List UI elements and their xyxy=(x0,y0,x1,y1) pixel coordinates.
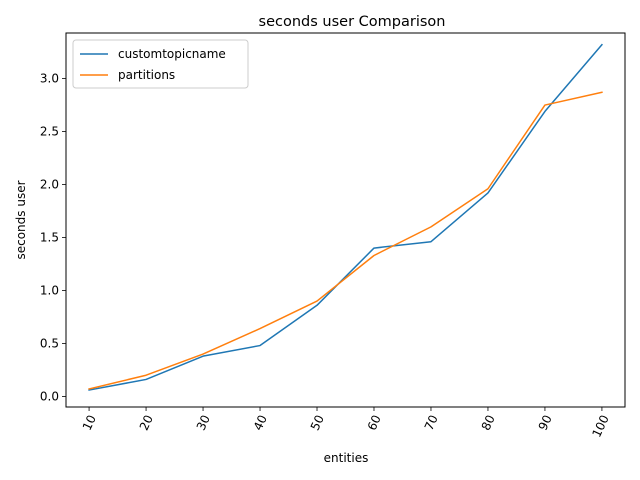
chart-title: seconds user Comparison xyxy=(259,14,446,30)
y-tick-label: 0.5 xyxy=(40,336,59,350)
y-axis: 0.0 0.5 1.0 1.5 2.0 2.5 3.0 xyxy=(40,72,66,403)
y-tick-label: 1.0 xyxy=(40,283,59,297)
x-tick-label: 10 xyxy=(80,413,99,433)
x-tick-label: 100 xyxy=(589,413,611,440)
x-axis-label: entities xyxy=(324,451,369,465)
legend-box xyxy=(72,39,249,89)
y-tick-label: 0.0 xyxy=(40,389,59,403)
y-tick-label: 2.0 xyxy=(40,178,59,192)
x-tick-label: 50 xyxy=(308,413,327,433)
legend-label-customtopicname: customtopicname xyxy=(118,47,226,61)
x-tick-label: 90 xyxy=(536,413,555,433)
x-axis: 10 20 30 40 50 60 70 80 90 100 xyxy=(80,407,612,440)
series-line-partitions xyxy=(88,91,603,390)
x-tick-label: 60 xyxy=(365,413,384,433)
x-tick-label: 80 xyxy=(479,413,498,433)
x-tick-label: 30 xyxy=(194,413,213,433)
legend: customtopicname partitions xyxy=(72,39,249,89)
y-axis-label: seconds user xyxy=(14,180,28,259)
y-tick-label: 1.5 xyxy=(40,230,59,244)
y-tick-label: 3.0 xyxy=(40,72,59,86)
plot-frame xyxy=(65,32,626,408)
series-line-customtopicname xyxy=(88,43,603,391)
legend-label-partitions: partitions xyxy=(118,68,175,82)
y-tick-label: 2.5 xyxy=(40,125,59,139)
x-tick-label: 20 xyxy=(137,413,156,433)
x-tick-label: 40 xyxy=(251,413,270,433)
x-tick-label: 70 xyxy=(422,413,441,433)
series-layer xyxy=(88,43,603,391)
